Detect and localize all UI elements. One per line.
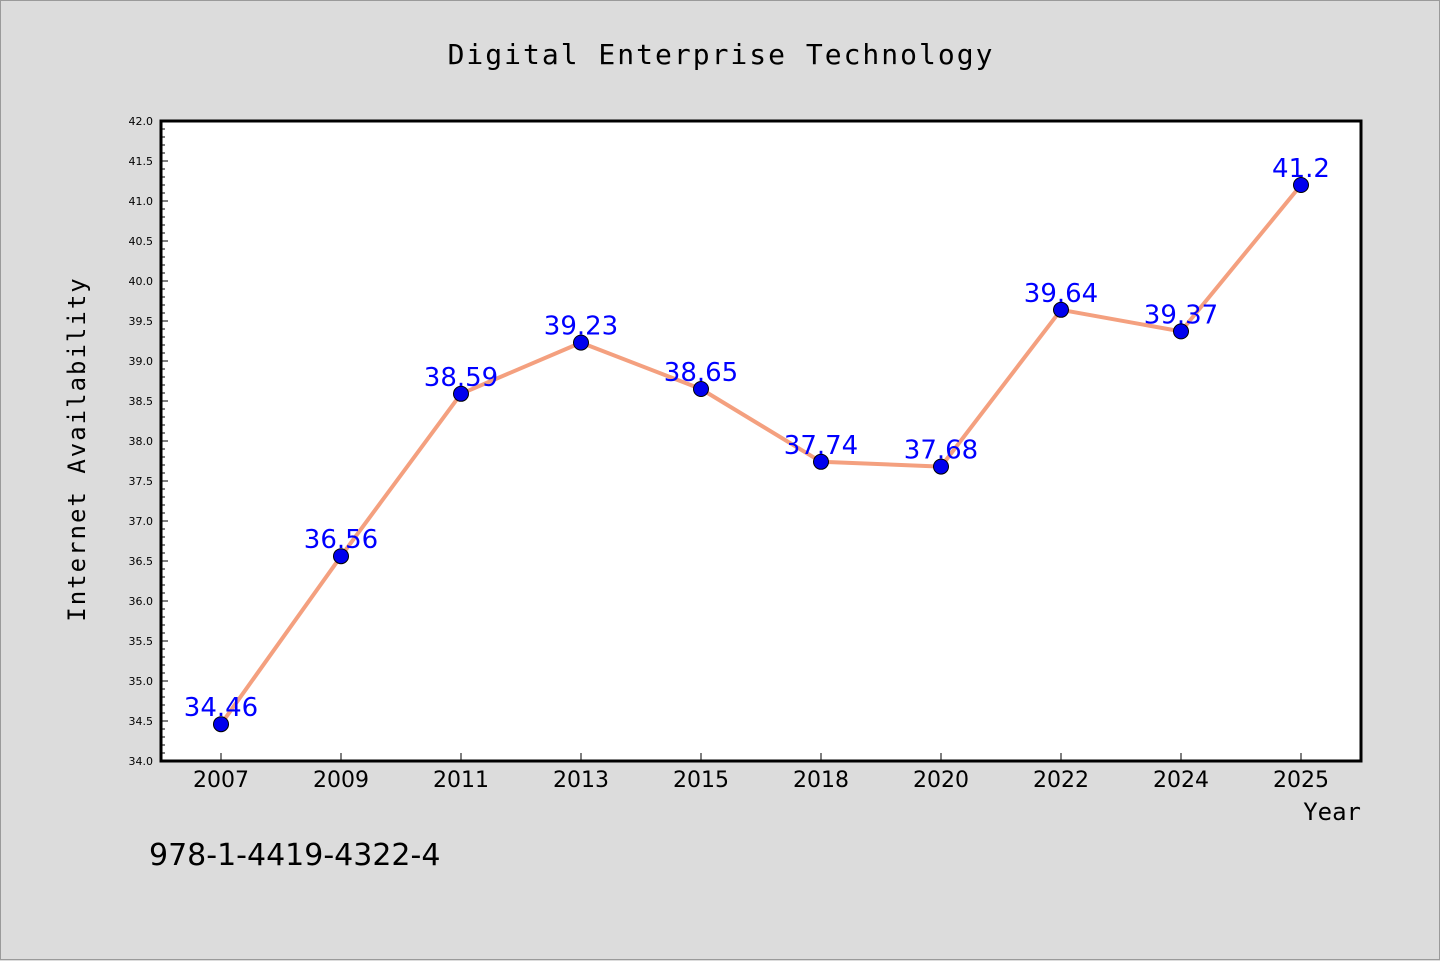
data-point <box>813 453 829 470</box>
y-axis-label: Internet Availability <box>63 276 91 621</box>
x-tick-label: 2025 <box>1273 768 1329 793</box>
series-layer: 34.46 36.56 38.59 39.23 38.65 37.74 37.68 39.64… <box>184 154 1330 733</box>
data-point <box>1293 177 1309 193</box>
data-label: 39.37 <box>1144 300 1218 330</box>
data-label: 39.64 <box>1024 279 1098 309</box>
data-label: 39.23 <box>544 312 618 342</box>
data-label: 37.68 <box>904 436 978 466</box>
data-label: 38.65 <box>664 358 738 388</box>
y-tick-label: 34.0 <box>129 755 154 768</box>
y-tick-label: 37.5 <box>129 475 154 488</box>
data-label: 36.56 <box>304 525 378 555</box>
data-point <box>213 716 229 733</box>
data-point <box>693 381 709 397</box>
x-tick-label: 2009 <box>313 768 369 793</box>
y-axis: 34.0 34.5 35.0 35.5 36.0 36.5 37.0 37.5 38.0 38.5… <box>129 115 168 768</box>
plot-area <box>159 119 1363 763</box>
y-tick-label: 41.5 <box>129 155 154 168</box>
data-point <box>1173 323 1189 340</box>
y-tick-label: 36.5 <box>129 555 154 568</box>
data-label: 38.59 <box>424 363 498 393</box>
y-tick-label: 40.5 <box>129 235 154 248</box>
x-tick-label: 2007 <box>193 768 249 793</box>
data-point <box>333 548 349 565</box>
data-label: 37.74 <box>784 431 858 461</box>
data-point <box>573 334 589 351</box>
y-tick-label: 39.0 <box>129 355 154 368</box>
series-line <box>219 183 1303 726</box>
y-tick-label: 38.0 <box>129 435 154 448</box>
data-point <box>453 385 469 402</box>
x-axis: 2007 2009 2011 2013 2015 2018 2020 2022 2024 2025 <box>193 753 1329 793</box>
y-tick-label: 41.0 <box>129 195 154 208</box>
y-tick-label: 40.0 <box>129 275 154 288</box>
data-point <box>933 458 949 475</box>
x-axis-label: Year <box>1303 798 1361 826</box>
y-tick-label: 38.5 <box>129 395 154 408</box>
x-tick-label: 2013 <box>553 768 609 793</box>
chart-title: Digital Enterprise Technology <box>448 38 995 71</box>
y-tick-label: 37.0 <box>129 515 154 528</box>
x-tick-label: 2011 <box>433 768 489 793</box>
data-label: 34.46 <box>184 693 258 723</box>
y-tick-label: 39.5 <box>129 315 154 328</box>
x-tick-label: 2015 <box>673 768 729 793</box>
x-tick-label: 2018 <box>793 768 849 793</box>
x-tick-label: 2020 <box>913 768 969 793</box>
data-label: 41.2 <box>1272 154 1330 184</box>
isbn-text: 978-1-4419-4322-4 <box>149 838 440 873</box>
y-tick-label: 34.5 <box>129 715 154 728</box>
y-tick-label: 36.0 <box>129 595 154 608</box>
x-tick-label: 2024 <box>1153 768 1209 793</box>
y-tick-label: 42.0 <box>129 115 154 128</box>
x-tick-label: 2022 <box>1033 768 1089 793</box>
y-tick-label: 35.5 <box>129 635 154 648</box>
y-tick-label: 35.0 <box>129 675 154 688</box>
data-point <box>1053 301 1069 318</box>
